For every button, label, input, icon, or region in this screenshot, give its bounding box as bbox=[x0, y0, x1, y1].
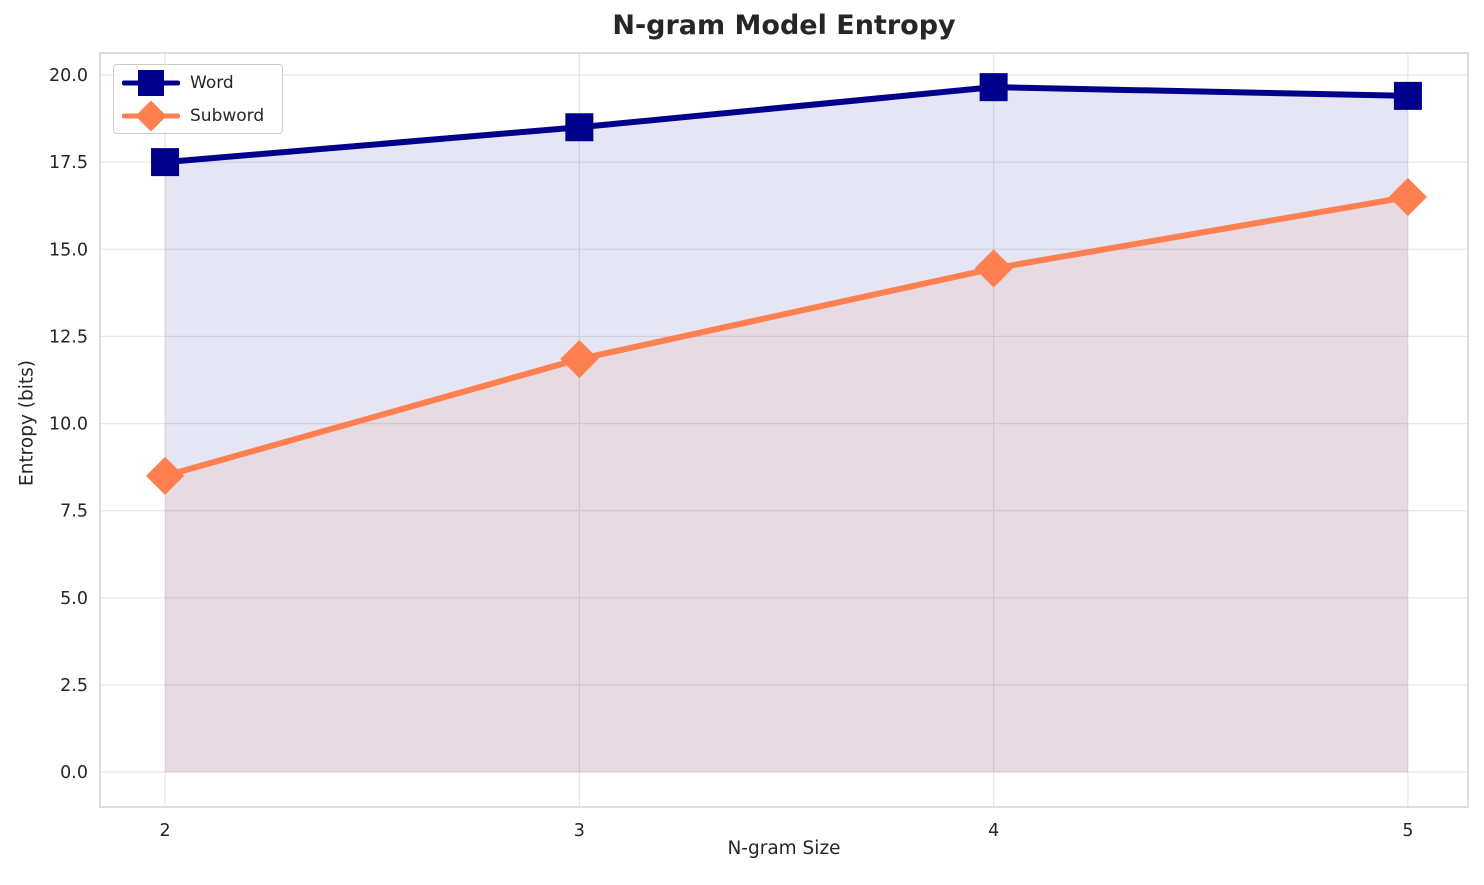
subword-line bbox=[162, 193, 1411, 479]
word-marker bbox=[1393, 81, 1422, 110]
subword-marker bbox=[1388, 177, 1428, 217]
y-tick-label: 2.5 bbox=[60, 676, 88, 696]
legend-item-word: Word bbox=[122, 67, 274, 99]
x-tick-label: 4 bbox=[988, 821, 999, 841]
y-tick-label: 15.0 bbox=[49, 240, 88, 260]
x-tick-label: 2 bbox=[159, 821, 170, 841]
word-marker bbox=[151, 148, 180, 177]
y-tick-label: 12.5 bbox=[49, 327, 88, 347]
y-axis-label: Entropy (bits) bbox=[16, 360, 38, 486]
x-axis-label: N-gram Size bbox=[727, 838, 841, 859]
x-tick-label: 3 bbox=[574, 821, 585, 841]
word-marker bbox=[979, 73, 1008, 102]
legend-label-word: Word bbox=[190, 73, 234, 93]
plot-border bbox=[99, 52, 1469, 808]
subword-legend-marker-icon bbox=[122, 100, 180, 132]
y-tick-label: 10.0 bbox=[49, 415, 88, 435]
x-tick-label: 5 bbox=[1402, 821, 1413, 841]
y-tick-label: 5.0 bbox=[60, 589, 88, 609]
legend-item-subword: Subword bbox=[122, 99, 274, 133]
word-line bbox=[162, 84, 1411, 166]
subword-area bbox=[165, 196, 1408, 773]
word-marker bbox=[565, 113, 594, 142]
chart-title: N-gram Model Entropy bbox=[612, 10, 956, 41]
y-tick-label: 20.0 bbox=[49, 66, 88, 86]
word-area bbox=[165, 87, 1408, 773]
y-tick-label: 17.5 bbox=[49, 153, 88, 173]
y-tick-label: 7.5 bbox=[60, 502, 88, 522]
y-tick-label: 0.0 bbox=[60, 763, 88, 783]
legend: Word Subword bbox=[113, 64, 283, 134]
subword-marker bbox=[560, 339, 599, 379]
word-legend-marker-icon bbox=[122, 70, 180, 96]
subword-marker bbox=[145, 456, 185, 495]
legend-label-subword: Subword bbox=[190, 106, 265, 126]
